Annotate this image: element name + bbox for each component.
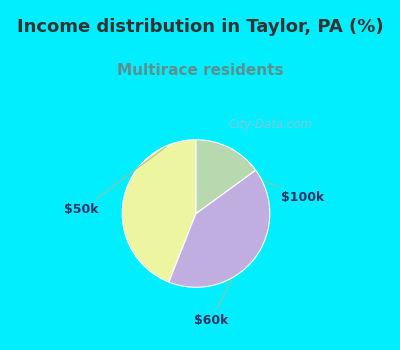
Text: $100k: $100k — [264, 181, 325, 204]
Wedge shape — [122, 140, 196, 282]
Text: Multirace residents: Multirace residents — [117, 63, 283, 78]
Wedge shape — [196, 140, 256, 214]
Text: Income distribution in Taylor, PA (%): Income distribution in Taylor, PA (%) — [17, 19, 383, 36]
Text: City-Data.com: City-Data.com — [229, 118, 313, 131]
Text: $50k: $50k — [64, 147, 166, 216]
Text: $60k: $60k — [194, 280, 232, 327]
Wedge shape — [169, 170, 270, 287]
